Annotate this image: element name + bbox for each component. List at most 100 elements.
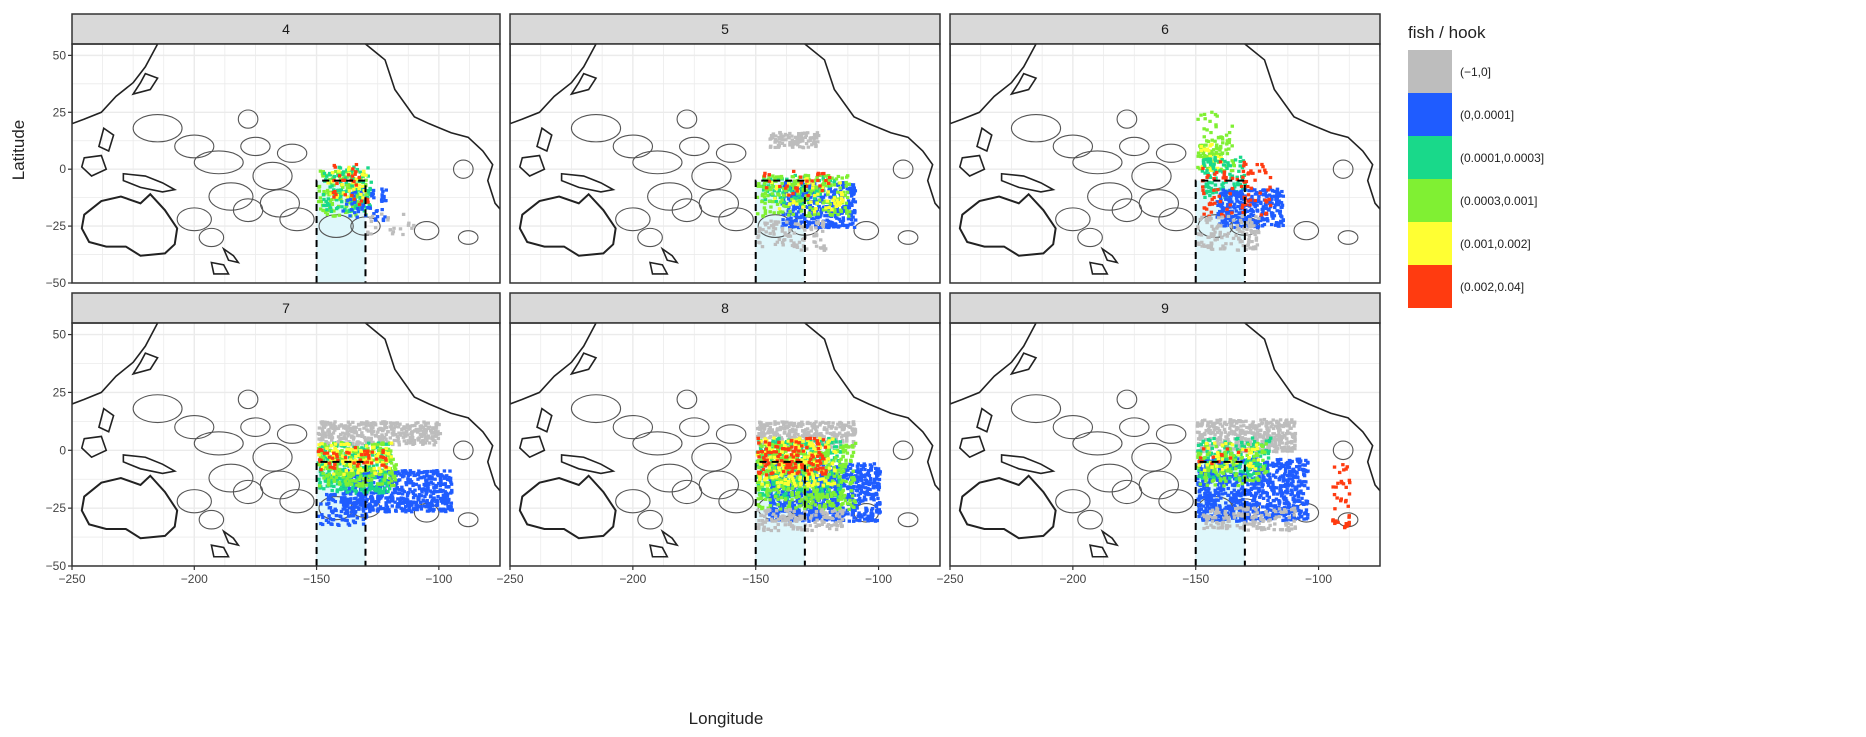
data-cell: [813, 241, 816, 244]
data-cell: [344, 482, 347, 485]
data-cell: [1240, 190, 1243, 193]
data-cell: [798, 241, 801, 244]
data-cell: [777, 136, 780, 139]
data-cell: [1208, 120, 1211, 123]
data-cell: [321, 427, 324, 430]
data-cell: [327, 502, 330, 505]
data-cell: [844, 206, 847, 209]
data-cell: [837, 201, 840, 204]
data-cell: [332, 518, 335, 521]
data-cell: [827, 182, 830, 185]
data-cell: [765, 186, 768, 189]
data-cell: [1210, 111, 1213, 114]
data-cell: [794, 222, 797, 225]
data-cell: [353, 429, 356, 432]
data-cell: [793, 232, 796, 235]
data-cell: [1250, 240, 1253, 243]
data-cell: [1220, 215, 1223, 218]
data-cell: [1216, 212, 1219, 215]
data-cell: [340, 496, 343, 499]
data-cell: [371, 451, 374, 454]
data-cell: [845, 439, 848, 442]
data-cell: [431, 504, 434, 507]
data-cell: [829, 432, 832, 435]
data-cell: [329, 517, 332, 520]
data-cell: [366, 436, 369, 439]
data-cell: [441, 483, 444, 486]
data-cell: [401, 233, 404, 236]
data-cell: [429, 489, 432, 492]
data-cell: [855, 489, 858, 492]
data-cell: [425, 491, 428, 494]
data-cell: [394, 425, 397, 428]
data-cell: [1227, 164, 1230, 167]
data-cell: [1270, 195, 1273, 198]
data-cell: [409, 436, 412, 439]
y-tick-label: −25: [46, 219, 67, 233]
data-cell: [829, 221, 832, 224]
data-cell: [361, 442, 364, 445]
data-cell: [848, 433, 851, 436]
data-cell: [412, 224, 415, 227]
data-cell: [1213, 202, 1216, 205]
data-cell: [799, 175, 802, 178]
data-cell: [388, 500, 391, 503]
data-cell: [382, 218, 385, 221]
data-cell: [352, 438, 355, 441]
data-cell: [1257, 195, 1260, 198]
data-cell: [329, 206, 332, 209]
data-cell: [1223, 160, 1226, 163]
data-cell: [350, 208, 353, 211]
data-cell: [816, 179, 819, 182]
data-cell: [812, 138, 815, 141]
data-cell: [340, 510, 343, 513]
data-cell: [339, 500, 342, 503]
data-cell: [412, 471, 415, 474]
data-cell: [1264, 218, 1267, 221]
data-cell: [321, 523, 324, 526]
data-cell: [1270, 223, 1273, 226]
data-cell: [321, 472, 324, 475]
data-cell: [786, 134, 789, 137]
data-cell: [406, 472, 409, 475]
data-cell: [818, 198, 821, 201]
data-cell: [1248, 235, 1251, 238]
data-cell: [1224, 242, 1227, 245]
data-cell: [443, 469, 446, 472]
data-cell: [1225, 134, 1228, 137]
data-cell: [327, 496, 330, 499]
data-cell: [358, 498, 361, 501]
data-cell: [791, 244, 794, 247]
data-cell: [814, 145, 817, 148]
data-cell: [330, 184, 333, 187]
data-cell: [427, 427, 430, 430]
data-cell: [821, 230, 824, 233]
data-cell: [338, 174, 341, 177]
data-cell: [1211, 164, 1214, 167]
data-cell: [408, 427, 411, 430]
data-cell: [406, 492, 409, 495]
data-cell: [1232, 219, 1235, 222]
data-cell: [335, 514, 338, 517]
data-cell: [1224, 195, 1227, 198]
data-cell: [381, 190, 384, 193]
data-cell: [809, 137, 812, 140]
data-cell: [759, 421, 762, 424]
data-cell: [399, 227, 402, 230]
data-cell: [768, 138, 771, 141]
data-cell: [841, 425, 844, 428]
data-cell: [792, 170, 795, 173]
data-cell: [1281, 218, 1284, 221]
data-cell: [390, 455, 393, 458]
data-cell: [393, 501, 396, 504]
data-cell: [397, 431, 400, 434]
data-cell: [1258, 192, 1261, 195]
data-cell: [359, 193, 362, 196]
data-cell: [1264, 171, 1267, 174]
data-cell: [763, 202, 766, 205]
data-cell: [371, 446, 374, 449]
data-cell: [333, 190, 336, 193]
data-cell: [347, 421, 350, 424]
data-cell: [822, 201, 825, 204]
data-cell: [372, 192, 375, 195]
